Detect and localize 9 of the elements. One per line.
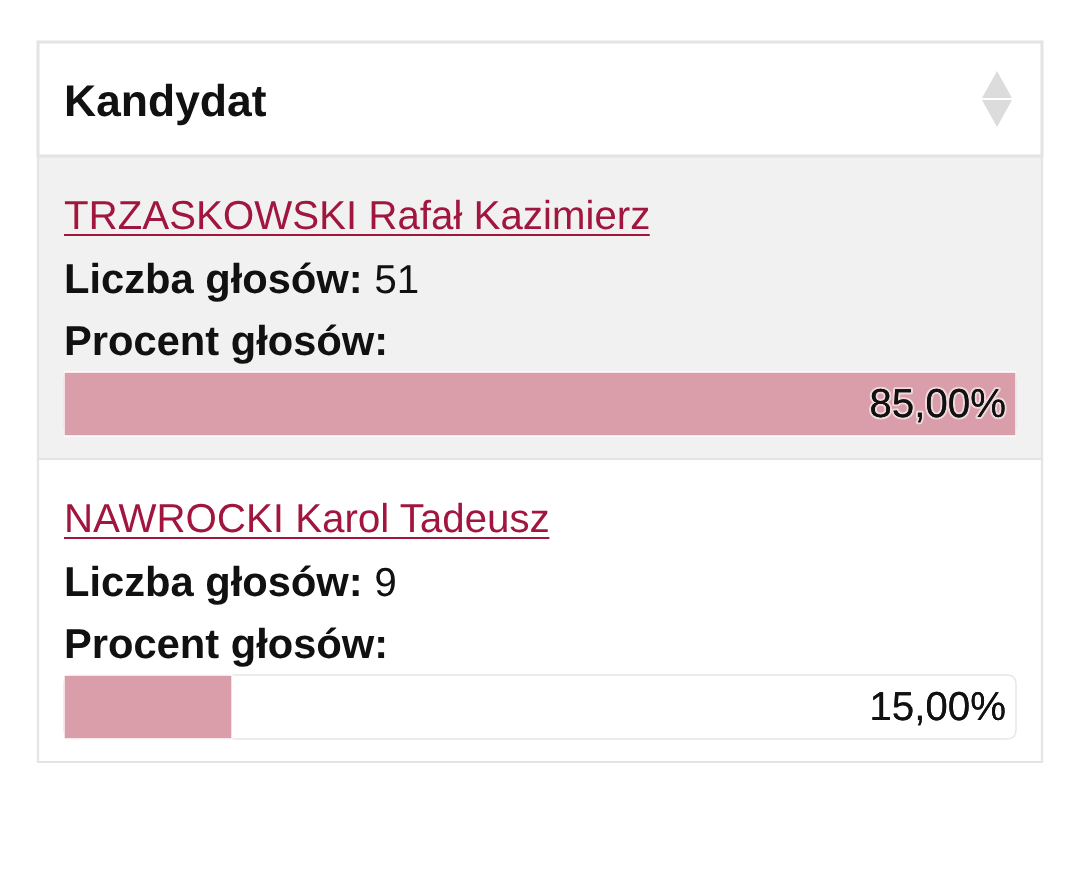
annotation: Liczba głosów: 9 — [66, 565, 395, 605]
annotation: Liczba głosów: 51 — [66, 262, 418, 302]
annotation: Procent głosów: — [66, 324, 385, 364]
chart-title: Kandydat — [66, 83, 266, 126]
y-tick-label: NAWROCKI Karol Tadeusz — [67, 502, 548, 533]
data-label: 15,00% — [872, 691, 1005, 726]
annotation: Procent głosów: — [66, 627, 385, 667]
y-tick-label: TRZASKOWSKI Rafał Kazimierz — [64, 199, 649, 230]
data-label: 85,00% — [871, 388, 1005, 423]
